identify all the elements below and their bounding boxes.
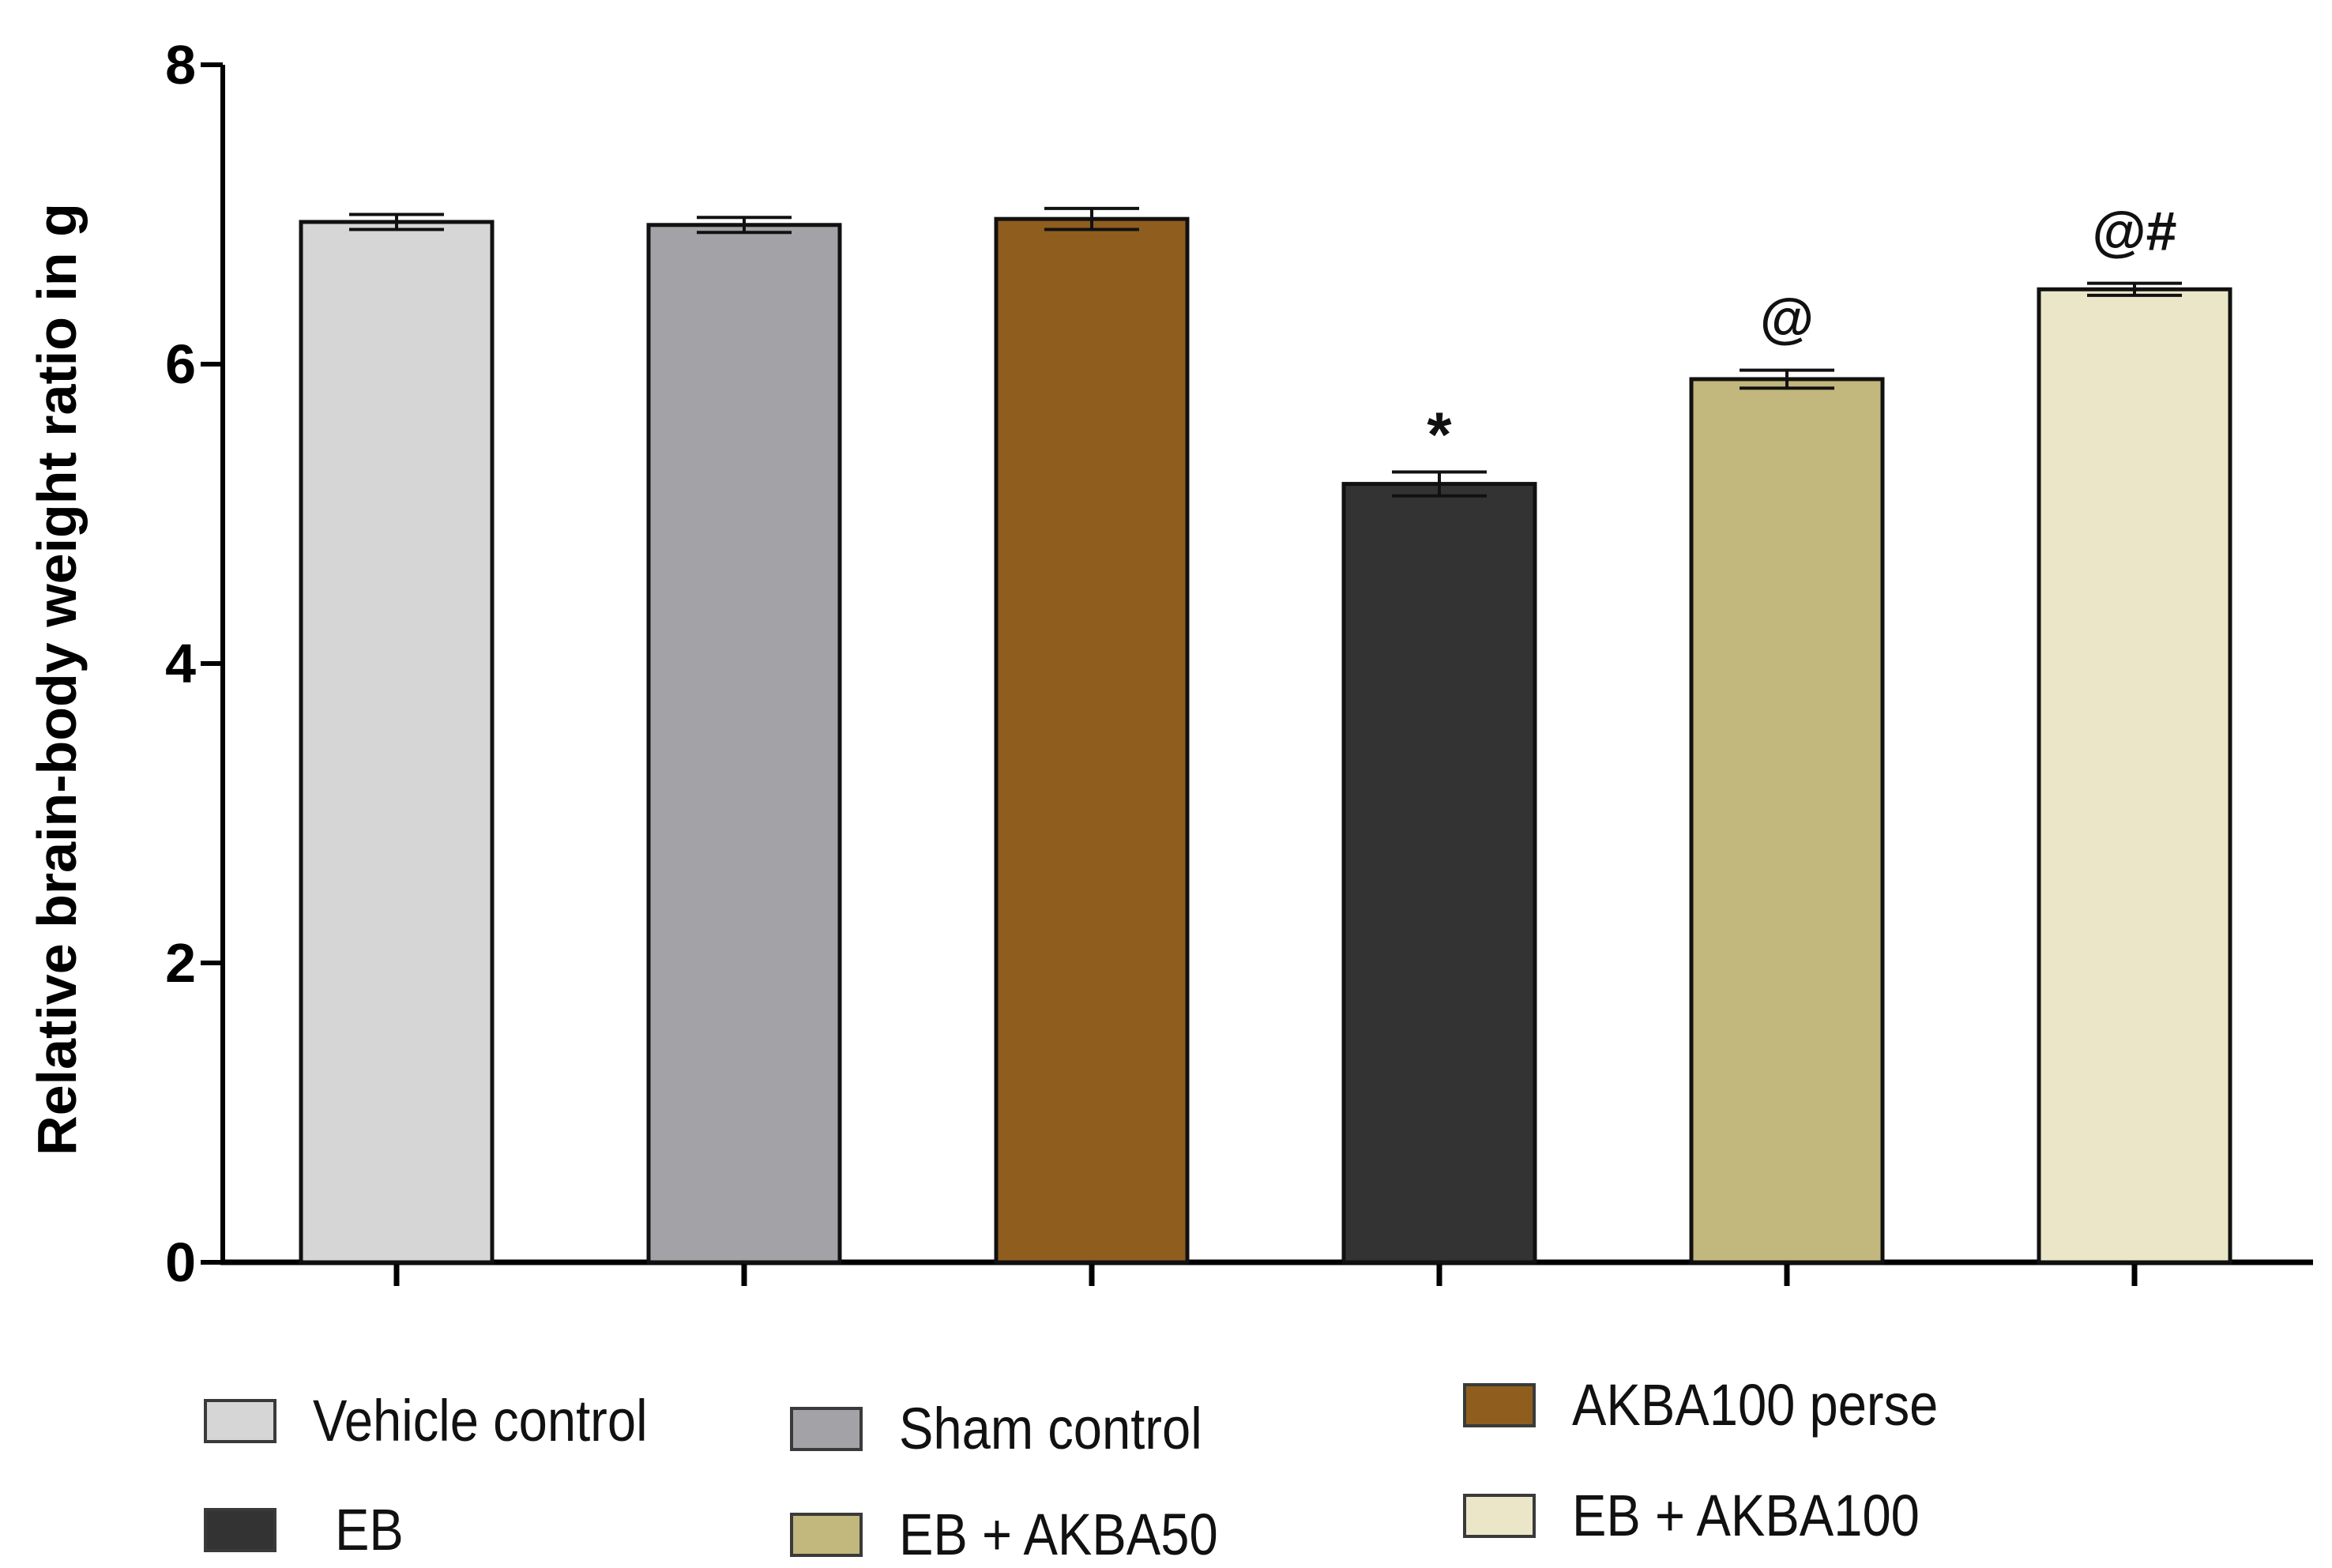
bar bbox=[2037, 287, 2232, 1265]
bar bbox=[994, 216, 1190, 1265]
bar bbox=[299, 220, 495, 1265]
axes bbox=[201, 62, 2313, 1286]
y-tick-label: 8 bbox=[165, 34, 196, 96]
significance-label: * bbox=[1427, 399, 1452, 469]
bar bbox=[646, 223, 842, 1265]
y-axis-title: Relative brain-body weight ratio in g bbox=[26, 203, 88, 1156]
y-tick-label: 2 bbox=[165, 932, 196, 994]
labels: 0 2 4 6 8 Relative brain-body weight ratio in… bbox=[26, 34, 2177, 1293]
y-tick-label: 0 bbox=[165, 1231, 196, 1293]
bars bbox=[299, 206, 2232, 1265]
significance-label: @ bbox=[1760, 288, 1814, 349]
bar bbox=[1341, 482, 1537, 1265]
y-tick-label: 6 bbox=[165, 333, 196, 395]
y-tick-label: 4 bbox=[165, 633, 196, 694]
bar bbox=[1689, 377, 1885, 1265]
significance-label: @# bbox=[2092, 201, 2176, 262]
